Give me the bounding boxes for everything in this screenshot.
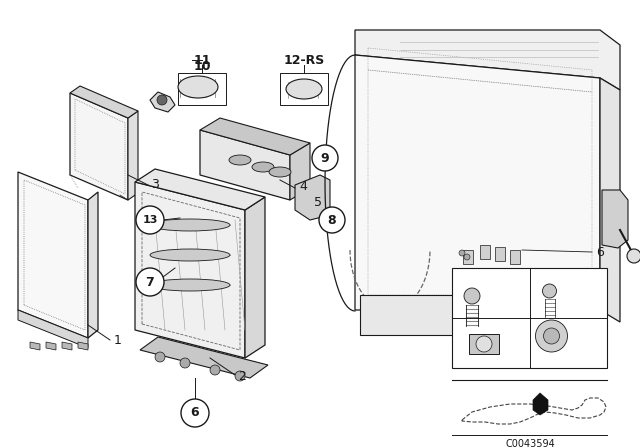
Circle shape	[136, 206, 164, 234]
Polygon shape	[469, 334, 499, 354]
Bar	[463, 250, 473, 264]
Text: 6: 6	[596, 246, 604, 258]
Circle shape	[464, 288, 480, 304]
Ellipse shape	[150, 219, 230, 231]
Polygon shape	[135, 169, 265, 210]
Polygon shape	[88, 192, 98, 338]
Polygon shape	[18, 172, 88, 338]
Bar	[280, 73, 328, 105]
Circle shape	[157, 95, 167, 105]
Polygon shape	[533, 393, 548, 415]
Polygon shape	[30, 342, 40, 350]
Polygon shape	[200, 118, 310, 155]
Text: 13: 13	[142, 215, 157, 225]
Text: 12-RS: 12-RS	[284, 53, 324, 66]
Text: 1: 1	[114, 333, 122, 346]
Polygon shape	[355, 30, 620, 90]
Polygon shape	[135, 182, 245, 358]
Polygon shape	[18, 310, 88, 348]
Text: C0043594: C0043594	[505, 439, 555, 448]
Text: 9: 9	[321, 151, 330, 164]
Polygon shape	[360, 295, 470, 335]
Text: 7: 7	[534, 317, 541, 327]
Text: 9: 9	[534, 271, 541, 281]
Text: 3: 3	[151, 178, 159, 191]
Text: 8: 8	[456, 317, 464, 327]
Polygon shape	[600, 78, 620, 322]
Polygon shape	[128, 111, 138, 200]
Text: 7: 7	[146, 276, 154, 289]
Polygon shape	[78, 342, 88, 350]
Ellipse shape	[150, 279, 230, 291]
Text: 5: 5	[314, 195, 322, 208]
Circle shape	[181, 399, 209, 427]
Text: 6: 6	[191, 406, 199, 419]
Text: 11: 11	[193, 53, 211, 66]
Bar	[178, 73, 226, 105]
Ellipse shape	[252, 162, 274, 172]
Polygon shape	[140, 337, 268, 378]
Text: 13: 13	[452, 271, 468, 281]
Text: 4: 4	[299, 181, 307, 194]
Polygon shape	[295, 175, 330, 220]
Circle shape	[210, 365, 220, 375]
Ellipse shape	[178, 76, 218, 98]
Polygon shape	[355, 55, 600, 310]
Circle shape	[627, 249, 640, 263]
Polygon shape	[602, 190, 628, 248]
Polygon shape	[150, 92, 175, 112]
Circle shape	[476, 336, 492, 352]
Bar	[510, 250, 520, 264]
Ellipse shape	[269, 167, 291, 177]
Polygon shape	[70, 93, 128, 200]
Polygon shape	[245, 197, 265, 358]
Circle shape	[155, 352, 165, 362]
Polygon shape	[70, 86, 138, 118]
Polygon shape	[290, 143, 310, 200]
Circle shape	[312, 145, 338, 171]
Ellipse shape	[286, 79, 322, 99]
Ellipse shape	[150, 249, 230, 261]
Text: 8: 8	[328, 214, 336, 227]
Circle shape	[536, 320, 568, 352]
Bar	[452, 268, 607, 368]
Polygon shape	[62, 342, 72, 350]
Circle shape	[180, 358, 190, 368]
Text: 10: 10	[193, 60, 211, 73]
Circle shape	[235, 371, 245, 381]
Circle shape	[459, 250, 465, 256]
Circle shape	[464, 254, 470, 260]
Text: 2: 2	[238, 370, 246, 383]
Polygon shape	[200, 130, 290, 200]
Circle shape	[543, 328, 559, 344]
Ellipse shape	[229, 155, 251, 165]
Bar	[495, 247, 505, 261]
Bar	[480, 245, 490, 259]
Polygon shape	[46, 342, 56, 350]
Circle shape	[319, 207, 345, 233]
Circle shape	[543, 284, 557, 298]
Circle shape	[136, 268, 164, 296]
